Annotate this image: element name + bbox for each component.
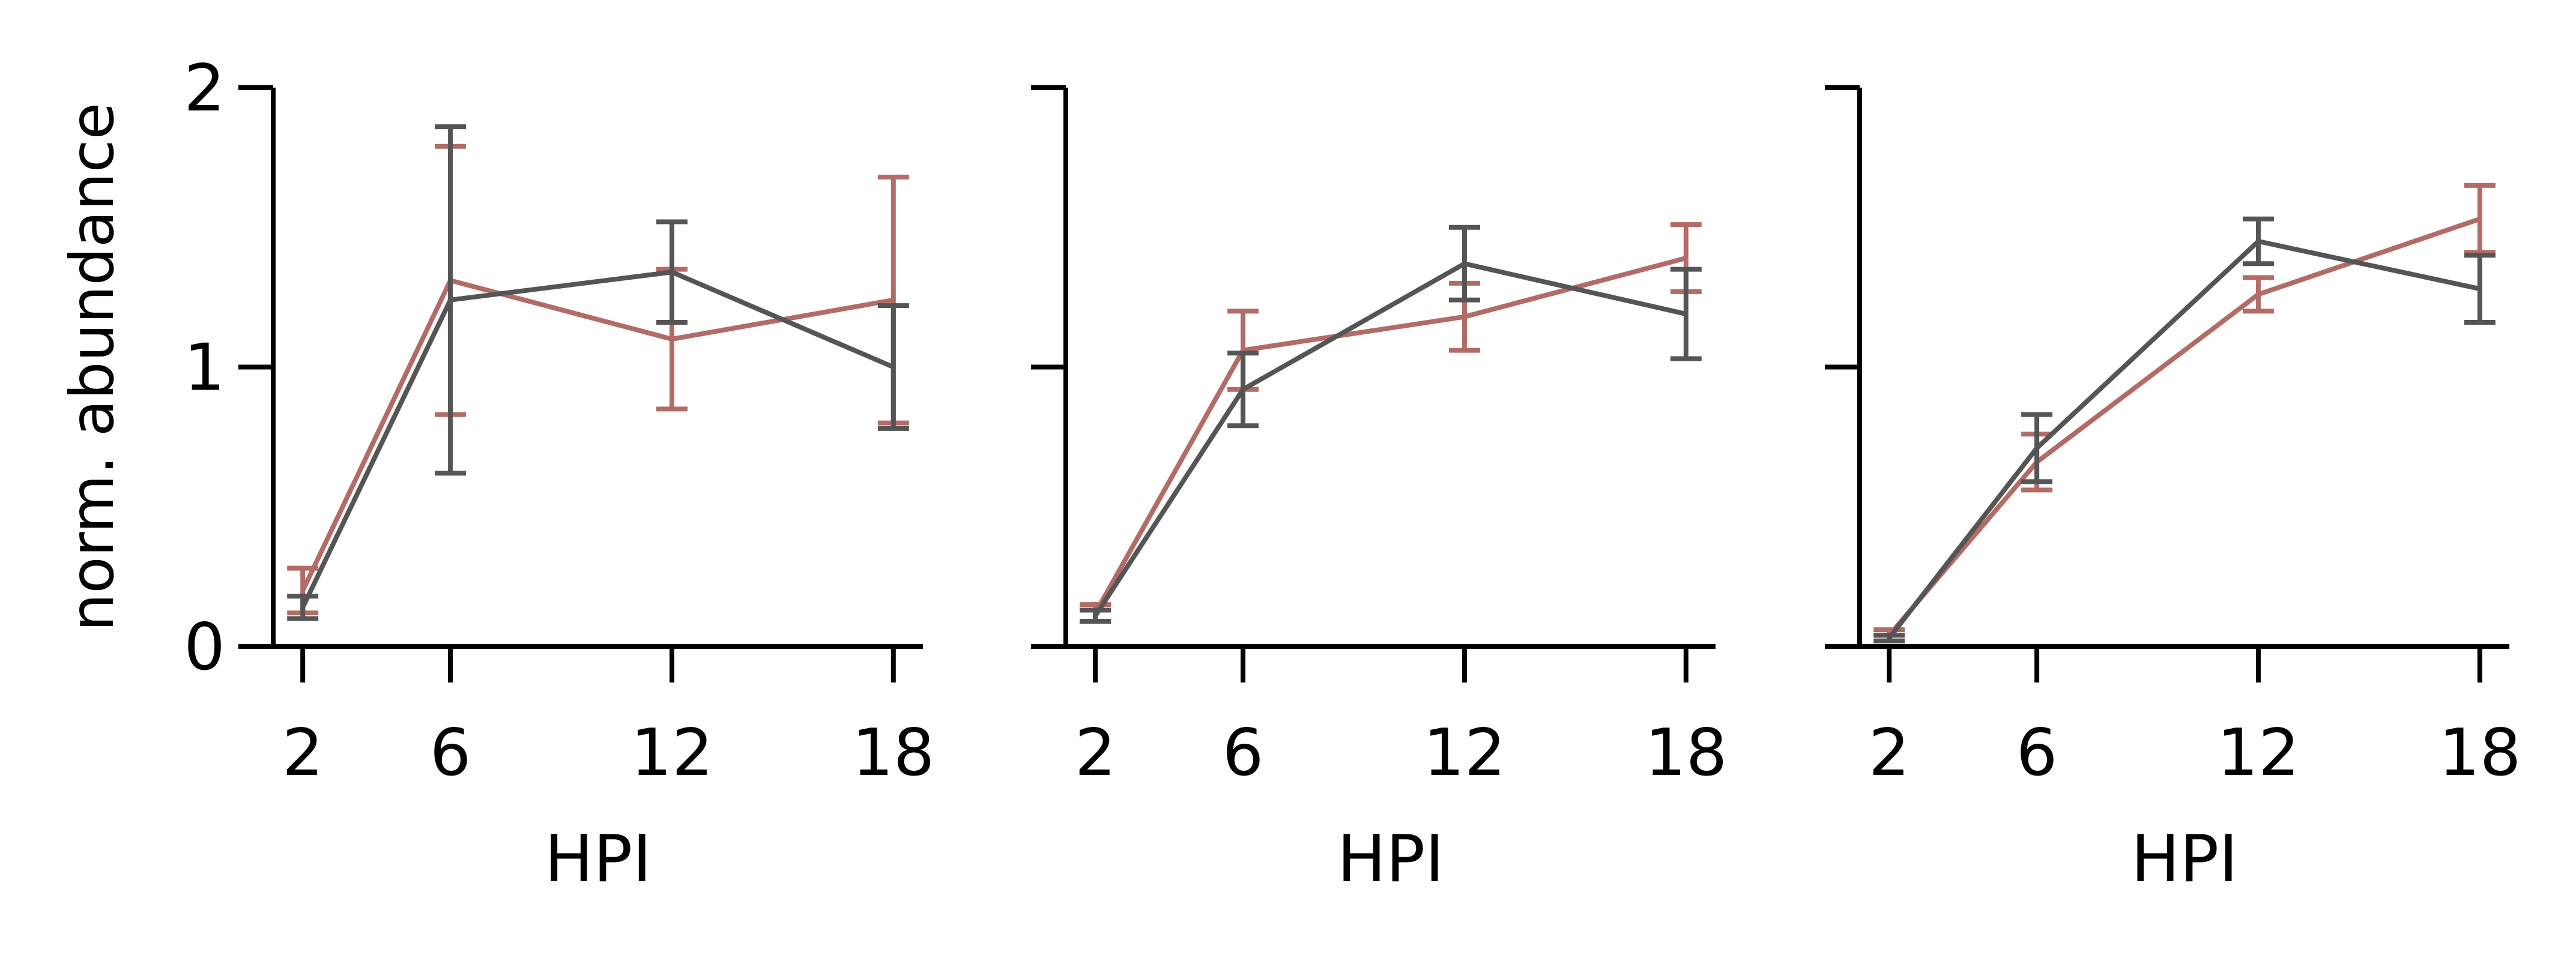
series-line (1093, 256, 1687, 615)
series-line (1093, 261, 1687, 617)
series-2 (1873, 216, 2496, 643)
y-tick-label: 2 (184, 51, 225, 126)
x-tick-label: 18 (1645, 715, 1727, 791)
series-1 (1873, 182, 2496, 643)
x-tick-label: 12 (1423, 715, 1505, 791)
x-tick-label: 6 (2016, 715, 2058, 791)
x-tick-label: 18 (2438, 715, 2521, 791)
x-tick-label: 2 (282, 715, 324, 791)
y-axis-label: norm. abundance (57, 103, 127, 631)
x-tick-label: 18 (852, 715, 934, 791)
series-line (300, 270, 895, 609)
x-axis-label: HPI (545, 822, 652, 897)
x-tick-label: 2 (1869, 715, 1910, 791)
series-line (1887, 239, 2481, 640)
x-axis-label: HPI (1337, 822, 1444, 897)
panel-2: 2 6 12 18 HPI (1031, 85, 1728, 897)
y-tick-label: 0 (184, 610, 225, 685)
series-line (1887, 216, 2481, 637)
x-tick-label: 12 (630, 715, 713, 791)
x-tick-label: 2 (1075, 715, 1116, 791)
series-2 (287, 124, 909, 621)
y-tick-label: 1 (184, 331, 225, 406)
series-1 (287, 143, 909, 616)
x-tick-label: 6 (1223, 715, 1264, 791)
x-axis-label: HPI (2131, 822, 2238, 897)
series-2 (1080, 224, 1702, 624)
x-tick-label: 12 (2217, 715, 2299, 791)
series-1 (1080, 222, 1702, 624)
panel-3: 2 6 12 18 HPI (1825, 85, 2521, 897)
x-tick-label: 6 (430, 715, 471, 791)
